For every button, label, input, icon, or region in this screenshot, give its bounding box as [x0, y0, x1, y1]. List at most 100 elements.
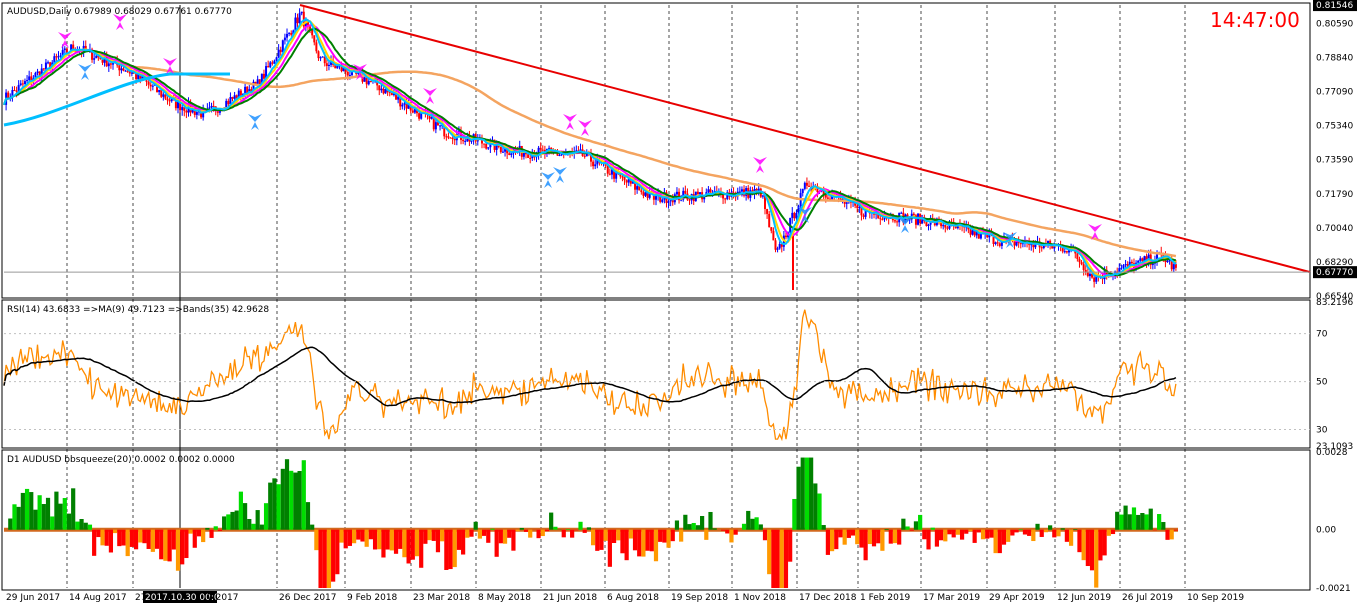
- squeeze-bar: [884, 528, 889, 530]
- signal-arrow: [578, 120, 592, 136]
- candle-body: [415, 109, 418, 114]
- candle-body: [615, 170, 618, 179]
- squeeze-bar: [385, 529, 390, 550]
- candle-body: [97, 55, 100, 58]
- squeeze-bar: [133, 529, 139, 550]
- price-tick-label: 0.67770: [1316, 268, 1353, 278]
- squeeze-bar: [414, 529, 420, 557]
- squeeze-bar: [129, 529, 134, 547]
- squeeze-bar: [792, 498, 797, 530]
- candle-body: [795, 213, 798, 219]
- candle-body: [369, 80, 372, 82]
- candle-body: [738, 191, 741, 193]
- squeeze-bar: [574, 529, 579, 531]
- price-tick-label: 0.77090: [1316, 87, 1353, 97]
- candle-body: [808, 185, 811, 187]
- candle-body: [11, 90, 14, 98]
- squeeze-bar: [335, 529, 340, 575]
- squeeze-bar: [964, 529, 969, 534]
- main-panel[interactable]: [1, 2, 1311, 299]
- time-tick-label: 12 Jun 2019: [1057, 593, 1111, 603]
- squeeze-bar: [519, 527, 524, 530]
- squeeze-bar: [1060, 528, 1065, 530]
- squeeze-bar: [1161, 522, 1166, 530]
- candle-body: [36, 71, 39, 73]
- squeeze-layer: [4, 457, 1178, 588]
- squeeze-bar: [993, 529, 998, 554]
- candle-body: [61, 50, 64, 56]
- squeeze-bar: [725, 529, 730, 534]
- signal-arrow: [353, 64, 367, 80]
- candle-body: [411, 110, 414, 113]
- candle-body: [642, 192, 645, 196]
- candle-body: [726, 192, 729, 199]
- candle-body: [1088, 273, 1091, 277]
- rsi-panel[interactable]: [1, 299, 1311, 449]
- candle-body: [1019, 243, 1022, 245]
- squeeze-bar: [939, 529, 944, 541]
- clock-label: 14:47:00: [1210, 8, 1300, 32]
- candle-body: [912, 213, 915, 216]
- candle-body: [1118, 268, 1121, 274]
- candle-body: [118, 65, 121, 71]
- squeeze-bar: [83, 522, 88, 530]
- candle-body: [780, 244, 783, 247]
- squeeze-bar: [1152, 529, 1158, 531]
- squeeze-bar: [377, 529, 382, 550]
- price-layer: [3, 4, 1311, 290]
- candle-body: [778, 244, 781, 249]
- time-tick-label: 26 Jul 2019: [1122, 593, 1173, 603]
- squeeze-bar: [842, 529, 847, 545]
- candle-body: [235, 95, 238, 100]
- candle-body: [699, 192, 702, 195]
- candle-body: [625, 180, 628, 183]
- candle-body: [399, 96, 402, 107]
- candle-body: [734, 196, 737, 198]
- squeeze-bar: [113, 529, 118, 534]
- candle-body: [158, 89, 161, 93]
- price-tick-label: 0.73590: [1316, 155, 1353, 165]
- squeeze-bar: [540, 529, 545, 537]
- candle-body: [244, 86, 247, 95]
- candle-body: [766, 208, 769, 214]
- squeeze-bar: [1081, 529, 1086, 561]
- squeeze-panel[interactable]: [1, 449, 1311, 591]
- squeeze-bar: [58, 503, 63, 530]
- squeeze-bar: [117, 529, 122, 547]
- ma-slow-line: [129, 65, 1177, 258]
- squeeze-bar: [720, 529, 726, 531]
- squeeze-bar: [92, 529, 97, 556]
- candle-body: [558, 155, 561, 157]
- squeeze-bar: [855, 529, 860, 545]
- candle-body: [1053, 245, 1056, 249]
- candle-body: [797, 205, 800, 214]
- vertical-grid: [66, 5, 1186, 588]
- squeeze-bar: [435, 529, 441, 553]
- squeeze-bar: [259, 524, 264, 530]
- squeeze-bar: [926, 529, 931, 550]
- candle-body: [7, 92, 10, 99]
- candle-body: [508, 153, 511, 155]
- squeeze-bar: [1140, 513, 1145, 530]
- squeeze-bar: [50, 516, 55, 530]
- candle-body: [684, 190, 687, 194]
- squeeze-bar: [1115, 511, 1120, 530]
- squeeze-bar: [125, 529, 130, 557]
- candle-body: [63, 48, 66, 51]
- squeeze-bar: [477, 529, 482, 539]
- candle-body: [1032, 244, 1035, 248]
- candle-body: [126, 70, 129, 72]
- squeeze-bar: [704, 529, 709, 540]
- candle-body: [258, 79, 261, 88]
- candle-body: [149, 84, 152, 87]
- candle-body: [1095, 274, 1098, 282]
- candle-body: [1137, 260, 1140, 263]
- rsi-tick-label: 30: [1316, 425, 1328, 435]
- squeeze-bar: [29, 492, 34, 530]
- squeeze-bar: [611, 529, 617, 544]
- squeeze-bar: [440, 529, 445, 542]
- squeeze-bar: [486, 529, 491, 543]
- squeeze-bar: [305, 502, 311, 530]
- squeeze-bar: [662, 529, 667, 543]
